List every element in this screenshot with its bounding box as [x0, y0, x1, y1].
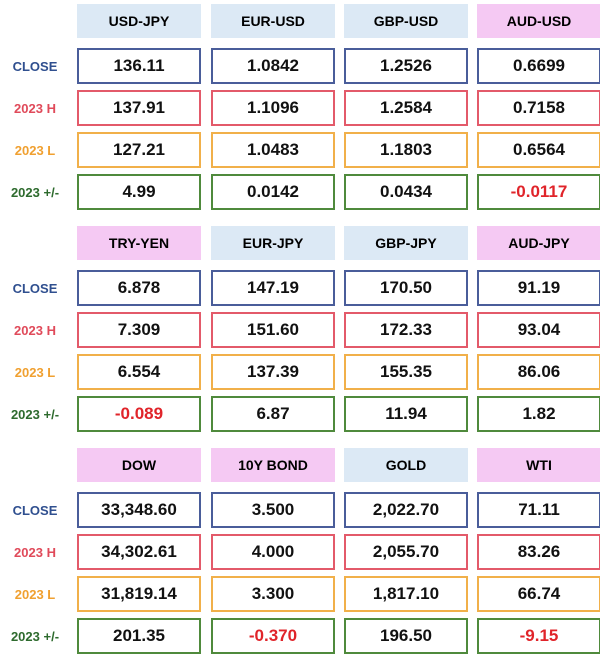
table-block-markets: DOW 10Y BOND GOLD WTI CLOSE 2023 H 2023 …	[0, 448, 600, 660]
cell-change: 6.87	[211, 396, 335, 432]
cell-high: 137.91	[77, 90, 201, 126]
cell-close: 136.11	[77, 48, 201, 84]
row-label-close: CLOSE	[12, 58, 58, 74]
row-label-high: 2023 H	[14, 544, 56, 560]
cell-close: 1.0842	[211, 48, 335, 84]
cell-low: 31,819.14	[77, 576, 201, 612]
cell-change: 11.94	[344, 396, 468, 432]
cell-change: 1.82	[477, 396, 600, 432]
header-gbp-jpy: GBP-JPY	[344, 226, 468, 260]
cell-low: 1,817.10	[344, 576, 468, 612]
cell-high: 34,302.61	[77, 534, 201, 570]
cell-high: 0.7158	[477, 90, 600, 126]
row-label-change: 2023 +/-	[10, 628, 60, 644]
cell-change: 196.50	[344, 618, 468, 654]
cell-close: 1.2526	[344, 48, 468, 84]
row-label-low: 2023 L	[14, 364, 56, 380]
cell-high: 93.04	[477, 312, 600, 348]
cell-close: 71.11	[477, 492, 600, 528]
cell-change: 201.35	[77, 618, 201, 654]
cell-low: 1.1803	[344, 132, 468, 168]
cell-high: 172.33	[344, 312, 468, 348]
header-10y-bond: 10Y BOND	[211, 448, 335, 482]
row-label-change: 2023 +/-	[10, 406, 60, 422]
cell-low: 86.06	[477, 354, 600, 390]
cell-close: 33,348.60	[77, 492, 201, 528]
cell-close: 147.19	[211, 270, 335, 306]
cell-change-negative: -0.0117	[477, 174, 600, 210]
cell-high: 151.60	[211, 312, 335, 348]
cell-close: 91.19	[477, 270, 600, 306]
table-block-fx-usd: USD-JPY EUR-USD GBP-USD AUD-USD CLOSE 20…	[0, 4, 600, 216]
header-gbp-usd: GBP-USD	[344, 4, 468, 38]
cell-change: 0.0434	[344, 174, 468, 210]
cell-high: 1.2584	[344, 90, 468, 126]
cell-low: 66.74	[477, 576, 600, 612]
header-try-yen: TRY-YEN	[77, 226, 201, 260]
header-aud-jpy: AUD-JPY	[477, 226, 600, 260]
cell-high: 2,055.70	[344, 534, 468, 570]
cell-low: 3.300	[211, 576, 335, 612]
cell-change-negative: -9.15	[477, 618, 600, 654]
cell-low: 127.21	[77, 132, 201, 168]
row-label-low: 2023 L	[14, 586, 56, 602]
header-aud-usd: AUD-USD	[477, 4, 600, 38]
cell-close: 0.6699	[477, 48, 600, 84]
row-label-high: 2023 H	[14, 100, 56, 116]
cell-change-negative: -0.370	[211, 618, 335, 654]
header-usd-jpy: USD-JPY	[77, 4, 201, 38]
header-eur-usd: EUR-USD	[211, 4, 335, 38]
cell-close: 170.50	[344, 270, 468, 306]
cell-high: 83.26	[477, 534, 600, 570]
header-wti: WTI	[477, 448, 600, 482]
header-dow: DOW	[77, 448, 201, 482]
row-label-close: CLOSE	[12, 502, 58, 518]
cell-low: 155.35	[344, 354, 468, 390]
cell-high: 7.309	[77, 312, 201, 348]
cell-low: 137.39	[211, 354, 335, 390]
cell-change: 4.99	[77, 174, 201, 210]
cell-close: 6.878	[77, 270, 201, 306]
header-eur-jpy: EUR-JPY	[211, 226, 335, 260]
cell-change: 0.0142	[211, 174, 335, 210]
row-label-change: 2023 +/-	[10, 184, 60, 200]
cell-low: 1.0483	[211, 132, 335, 168]
header-gold: GOLD	[344, 448, 468, 482]
cell-high: 4.000	[211, 534, 335, 570]
cell-high: 1.1096	[211, 90, 335, 126]
cell-low: 6.554	[77, 354, 201, 390]
cell-close: 2,022.70	[344, 492, 468, 528]
row-label-low: 2023 L	[14, 142, 56, 158]
table-block-fx-jpy: TRY-YEN EUR-JPY GBP-JPY AUD-JPY CLOSE 20…	[0, 226, 600, 438]
cell-low: 0.6564	[477, 132, 600, 168]
row-label-close: CLOSE	[12, 280, 58, 296]
cell-close: 3.500	[211, 492, 335, 528]
row-label-high: 2023 H	[14, 322, 56, 338]
cell-change-negative: -0.089	[77, 396, 201, 432]
